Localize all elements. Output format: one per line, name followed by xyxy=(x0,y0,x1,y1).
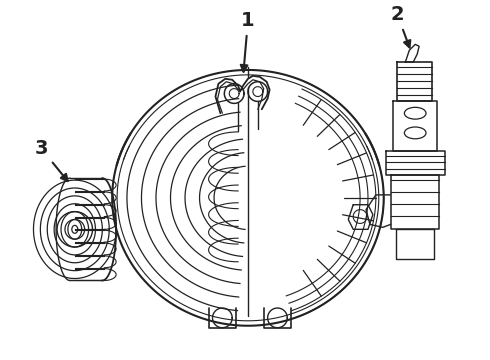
Text: 1: 1 xyxy=(241,11,255,72)
Text: 2: 2 xyxy=(391,5,410,48)
Text: 3: 3 xyxy=(35,139,68,181)
